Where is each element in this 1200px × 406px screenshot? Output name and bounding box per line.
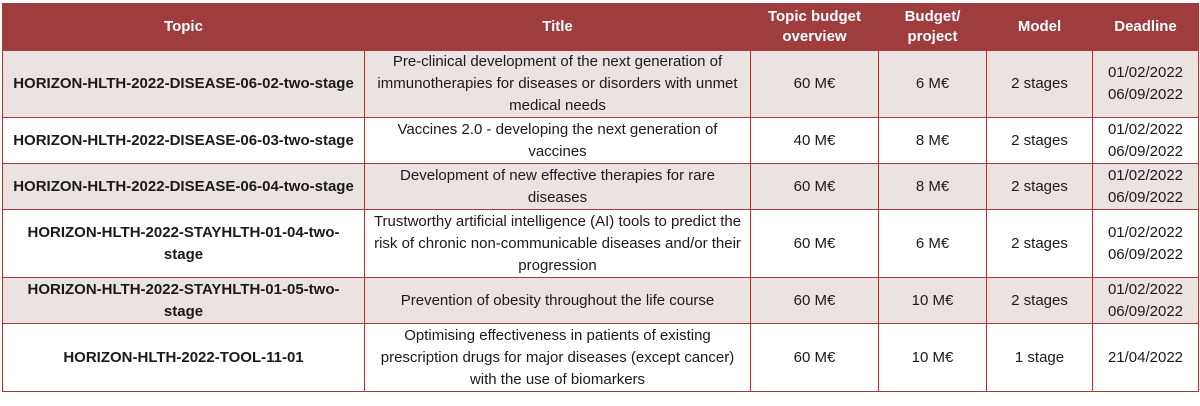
cell-topic: HORIZON-HLTH-2022-DISEASE-06-02-two-stag… xyxy=(2,50,365,118)
cell-budget: 60 M€ xyxy=(750,50,879,118)
cell-budget: 60 M€ xyxy=(750,323,879,392)
cell-model: 1 stage xyxy=(986,323,1093,392)
deadline-first: 01/02/2022 xyxy=(1107,64,1184,81)
cell-title: Vaccines 2.0 - developing the next gener… xyxy=(364,117,751,164)
cell-topic: HORIZON-HLTH-2022-STAYHLTH-01-05-two-sta… xyxy=(2,277,365,324)
deadline-first: 01/02/2022 xyxy=(1107,223,1184,241)
table-row: HORIZON-HLTH-2022-DISEASE-06-03-two-stag… xyxy=(2,117,1199,164)
cell-budget-project: 10 M€ xyxy=(878,277,987,324)
cell-budget-project: 8 M€ xyxy=(878,117,987,164)
cell-model: 2 stages xyxy=(986,163,1093,210)
cell-deadline: 01/02/2022 06/09/2022 xyxy=(1092,117,1199,164)
deadline-second: 06/09/2022 xyxy=(1107,302,1184,320)
cell-budget: 60 M€ xyxy=(750,209,879,278)
header-title: Title xyxy=(364,3,751,51)
table-row: HORIZON-HLTH-2022-DISEASE-06-04-two-stag… xyxy=(2,163,1199,210)
deadline-second: 06/09/2022 xyxy=(1107,188,1184,206)
table-row: HORIZON-HLTH-2022-STAYHLTH-01-04-two-sta… xyxy=(2,209,1199,278)
cell-budget-project: 8 M€ xyxy=(878,163,987,210)
cell-model: 2 stages xyxy=(986,209,1093,278)
cell-topic: HORIZON-HLTH-2022-DISEASE-06-04-two-stag… xyxy=(2,163,365,210)
header-model: Model xyxy=(986,3,1093,51)
cell-budget-project: 6 M€ xyxy=(878,209,987,278)
cell-deadline: 01/02/2022 06/09/2022 xyxy=(1092,163,1199,210)
cell-topic: HORIZON-HLTH-2022-TOOL-11-01 xyxy=(2,323,365,392)
table-header-row: Topic Title Topic budget overview Budget… xyxy=(2,3,1199,51)
cell-model: 2 stages xyxy=(986,50,1093,118)
deadline-second: 06/09/2022 xyxy=(1107,86,1184,103)
deadline-first: 21/04/2022 xyxy=(1107,348,1184,366)
cell-topic: HORIZON-HLTH-2022-STAYHLTH-01-04-two-sta… xyxy=(2,209,365,278)
table-row: HORIZON-HLTH-2022-DISEASE-06-02-two-stag… xyxy=(2,50,1199,118)
header-deadline: Deadline xyxy=(1092,3,1199,51)
deadline-first: 01/02/2022 xyxy=(1107,166,1184,184)
deadline-first: 01/02/2022 xyxy=(1107,120,1184,138)
cell-budget-project: 6 M€ xyxy=(878,50,987,118)
cell-topic: HORIZON-HLTH-2022-DISEASE-06-03-two-stag… xyxy=(2,117,365,164)
cell-deadline: 01/02/2022 06/09/2022 xyxy=(1092,209,1199,278)
deadline-second: 06/09/2022 xyxy=(1107,245,1184,263)
cell-budget-project: 10 M€ xyxy=(878,323,987,392)
header-budget-overview: Topic budget overview xyxy=(750,3,879,51)
cell-title: Trustworthy artificial intelligence (AI)… xyxy=(364,209,751,278)
cell-title: Development of new effective therapies f… xyxy=(364,163,751,210)
cell-budget: 40 M€ xyxy=(750,117,879,164)
cell-model: 2 stages xyxy=(986,277,1093,324)
deadline-second: 06/09/2022 xyxy=(1107,142,1184,160)
header-topic: Topic xyxy=(2,3,365,51)
cell-budget: 60 M€ xyxy=(750,277,879,324)
table-row: HORIZON-HLTH-2022-STAYHLTH-01-05-two-sta… xyxy=(2,277,1199,324)
cell-model: 2 stages xyxy=(986,117,1093,164)
table-row: HORIZON-HLTH-2022-TOOL-11-01 Optimising … xyxy=(2,323,1199,392)
calls-table: Topic Title Topic budget overview Budget… xyxy=(2,3,1199,392)
cell-deadline: 01/02/2022 06/09/2022 xyxy=(1092,277,1199,324)
cell-title: Prevention of obesity throughout the lif… xyxy=(364,277,751,324)
deadline-first: 01/02/2022 xyxy=(1107,280,1184,298)
cell-deadline: 21/04/2022 xyxy=(1092,323,1199,392)
header-budget-project: Budget/ project xyxy=(878,3,987,51)
cell-title: Optimising effectiveness in patients of … xyxy=(364,323,751,392)
cell-budget: 60 M€ xyxy=(750,163,879,210)
cell-title: Pre-clinical development of the next gen… xyxy=(364,50,751,118)
cell-deadline: 01/02/2022 06/09/2022 xyxy=(1092,50,1199,118)
